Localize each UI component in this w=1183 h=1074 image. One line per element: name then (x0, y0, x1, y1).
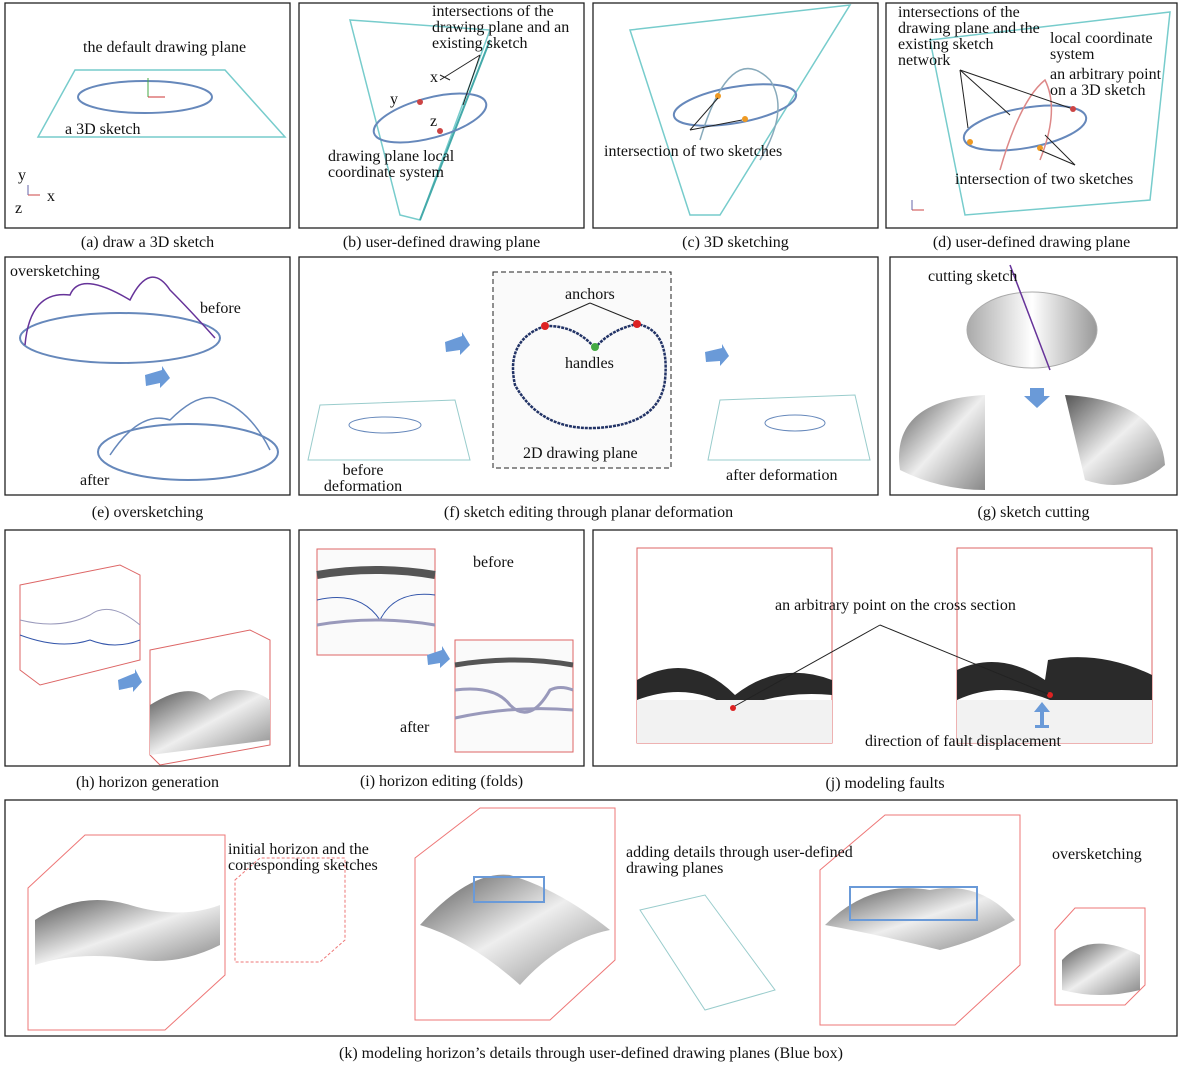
label: initial horizon and the corresponding sk… (228, 842, 413, 874)
label: x (47, 189, 55, 205)
caption: (d) user-defined drawing plane (886, 234, 1177, 252)
caption: (h) horizon generation (5, 774, 290, 792)
label: before (473, 555, 514, 571)
label: a 3D sketch (65, 122, 141, 138)
label: z (15, 201, 22, 217)
figure: (a) draw a 3D sketch (b) user-defined dr… (0, 0, 1183, 1074)
label: direction of fault displacement (865, 734, 1061, 750)
label: drawing plane local coordinate system (328, 149, 493, 181)
label: handles (565, 356, 614, 372)
label: local coordinate system (1050, 31, 1175, 63)
label: after (80, 473, 109, 489)
caption: (a) draw a 3D sketch (5, 234, 290, 252)
caption: (b) user-defined drawing plane (299, 234, 584, 252)
caption: (k) modeling horizon’s details through u… (5, 1045, 1177, 1063)
label: intersection of two sketches (604, 144, 782, 160)
label: before deformation (308, 463, 418, 495)
label: y (18, 168, 26, 184)
caption: (e) oversketching (5, 504, 290, 522)
label: after (400, 720, 429, 736)
label: an arbitrary point on a 3D sketch (1050, 67, 1172, 99)
illustrations (0, 0, 1183, 1074)
label: oversketching (10, 264, 100, 280)
caption: (j) modeling faults (593, 775, 1177, 793)
caption: (g) sketch cutting (890, 504, 1177, 522)
label: intersection of two sketches (955, 172, 1133, 188)
label: oversketching (1052, 847, 1142, 863)
label: adding details through user-defined draw… (626, 845, 856, 877)
label: y (390, 92, 398, 108)
label: intersections of the drawing plane and a… (432, 4, 580, 52)
label: before (200, 301, 241, 317)
label: after deformation (726, 468, 838, 484)
label: the default drawing plane (83, 40, 246, 56)
caption: (i) horizon editing (folds) (299, 773, 584, 791)
label: anchors (565, 287, 615, 303)
label: 2D drawing plane (523, 446, 638, 462)
caption: (c) 3D sketching (593, 234, 878, 252)
caption: (f) sketch editing through planar deform… (299, 504, 878, 522)
label: cutting sketch (928, 269, 1017, 285)
label: an arbitrary point on the cross section (775, 598, 1016, 614)
label: x (430, 70, 438, 86)
label: z (430, 114, 437, 130)
label: intersections of the drawing plane and t… (898, 5, 1048, 69)
